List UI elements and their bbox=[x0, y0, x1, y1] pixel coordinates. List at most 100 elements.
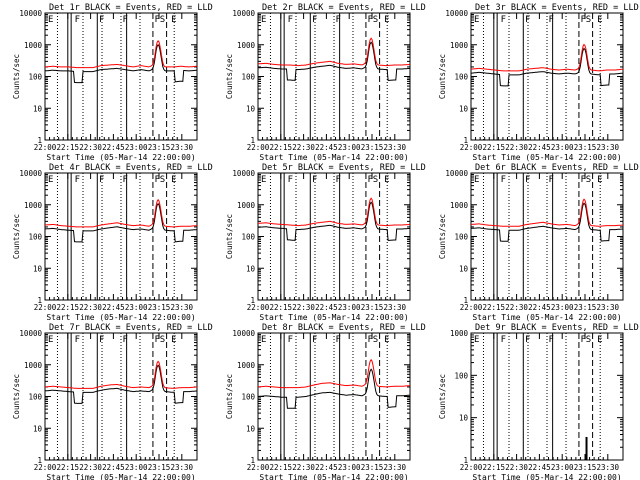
x-axis-label: Start Time (05-Mar-14 22:00:00) bbox=[259, 313, 408, 322]
events-series-line bbox=[44, 43, 198, 84]
y-tick-label: 1000 bbox=[450, 329, 469, 338]
x-tick-label: 23:30 bbox=[597, 303, 620, 312]
y-tick-label: 100 bbox=[454, 371, 468, 380]
y-tick-label: 10 bbox=[459, 104, 469, 113]
y-axis-label: Counts/sec bbox=[438, 54, 447, 99]
y-tick-label: 100 bbox=[454, 73, 468, 82]
y-tick-label: 1 bbox=[37, 456, 42, 465]
segment-marker: F bbox=[312, 175, 317, 185]
panel-title: Det 7r BLACK = Events, RED = LLD bbox=[49, 323, 213, 333]
segment-marker: F bbox=[336, 175, 341, 185]
x-tick-label: 22:00 bbox=[247, 143, 270, 152]
x-tick-label: 22:15 bbox=[270, 303, 293, 312]
y-tick-label: 1000 bbox=[24, 361, 43, 370]
x-tick-label: 22:45 bbox=[528, 463, 551, 472]
panel-title: Det 6r BLACK = Events, RED = LLD bbox=[475, 163, 639, 173]
y-tick-label: 10 bbox=[33, 264, 43, 273]
x-tick-label: 22:45 bbox=[528, 303, 551, 312]
segment-marker: F bbox=[154, 15, 159, 25]
segment-marker: F bbox=[288, 175, 293, 185]
y-tick-label: 10 bbox=[246, 104, 256, 113]
panel-title: Det 1r BLACK = Events, RED = LLD bbox=[49, 3, 213, 13]
segment-marker: F bbox=[580, 175, 585, 185]
x-tick-label: 22:15 bbox=[270, 463, 293, 472]
x-tick-label: 22:15 bbox=[57, 143, 80, 152]
segment-marker: F bbox=[580, 15, 585, 25]
segment-marker: F bbox=[288, 15, 293, 25]
segment-marker: E bbox=[474, 335, 479, 345]
x-tick-label: 22:45 bbox=[315, 303, 338, 312]
panel-title: Det 2r BLACK = Events, RED = LLD bbox=[262, 3, 426, 13]
segment-marker: F bbox=[336, 335, 341, 345]
y-tick-label: 10 bbox=[33, 104, 43, 113]
x-tick-label: 22:30 bbox=[79, 143, 102, 152]
lld-series-line bbox=[45, 39, 197, 69]
segment-marker: E bbox=[597, 175, 602, 185]
y-tick-label: 10000 bbox=[445, 169, 468, 178]
segment-marker: E bbox=[48, 175, 53, 185]
y-tick-label: 1000 bbox=[24, 201, 43, 210]
events-series-line bbox=[257, 368, 411, 409]
y-tick-label: 10000 bbox=[19, 169, 42, 178]
x-tick-label: 22:00 bbox=[460, 463, 483, 472]
y-tick-label: 10 bbox=[246, 424, 256, 433]
x-tick-label: 23:15 bbox=[361, 143, 384, 152]
x-tick-label: 22:15 bbox=[57, 303, 80, 312]
segment-marker: F bbox=[501, 15, 506, 25]
x-tick-label: 22:30 bbox=[292, 463, 315, 472]
y-axis-label: Counts/sec bbox=[12, 54, 21, 99]
y-tick-label: 100 bbox=[454, 233, 468, 242]
y-tick-label: 10 bbox=[459, 264, 469, 273]
y-tick-label: 10000 bbox=[232, 9, 255, 18]
lld-series-line bbox=[471, 198, 624, 227]
x-tick-label: 23:15 bbox=[574, 303, 597, 312]
lld-series-line bbox=[258, 358, 411, 389]
x-tick-label: 22:30 bbox=[292, 143, 315, 152]
segment-marker: F bbox=[525, 335, 530, 345]
x-tick-label: 22:00 bbox=[460, 143, 483, 152]
x-tick-label: 23:15 bbox=[574, 143, 597, 152]
x-tick-label: 23:30 bbox=[171, 303, 194, 312]
events-series-line bbox=[470, 47, 623, 87]
y-tick-label: 1000 bbox=[237, 361, 256, 370]
events-series-line bbox=[470, 202, 624, 242]
x-tick-label: 22:45 bbox=[315, 463, 338, 472]
segment-marker: E bbox=[171, 335, 176, 345]
x-tick-label: 23:00 bbox=[338, 143, 361, 152]
y-tick-label: 1 bbox=[250, 136, 255, 145]
x-tick-label: 22:00 bbox=[34, 143, 57, 152]
x-tick-label: 23:30 bbox=[384, 303, 407, 312]
segment-marker: F bbox=[312, 15, 317, 25]
segment-marker: F bbox=[123, 15, 128, 25]
segment-marker: S bbox=[586, 175, 591, 185]
segment-marker: E bbox=[48, 335, 53, 345]
segment-marker: F bbox=[123, 175, 128, 185]
x-tick-label: 22:45 bbox=[315, 143, 338, 152]
x-tick-label: 22:00 bbox=[34, 463, 57, 472]
segment-marker: F bbox=[99, 15, 104, 25]
segment-marker: S bbox=[586, 15, 591, 25]
segment-marker: F bbox=[75, 15, 80, 25]
x-tick-label: 23:00 bbox=[125, 143, 148, 152]
segment-marker: E bbox=[261, 175, 266, 185]
segment-marker: S bbox=[373, 15, 378, 25]
lld-series-line bbox=[470, 43, 624, 72]
x-tick-label: 23:15 bbox=[574, 463, 597, 472]
x-tick-label: 22:00 bbox=[247, 463, 270, 472]
x-tick-label: 22:00 bbox=[34, 303, 57, 312]
plot-frame bbox=[470, 332, 624, 461]
x-axis-label: Start Time (05-Mar-14 22:00:00) bbox=[472, 153, 621, 162]
lld-series-line bbox=[257, 37, 411, 67]
x-tick-label: 23:30 bbox=[597, 143, 620, 152]
y-axis-label: Counts/sec bbox=[225, 374, 234, 419]
x-tick-label: 23:15 bbox=[148, 143, 171, 152]
y-axis-label: Counts/sec bbox=[12, 214, 21, 259]
y-axis-label: Counts/sec bbox=[225, 54, 234, 99]
segment-marker: E bbox=[474, 15, 479, 25]
